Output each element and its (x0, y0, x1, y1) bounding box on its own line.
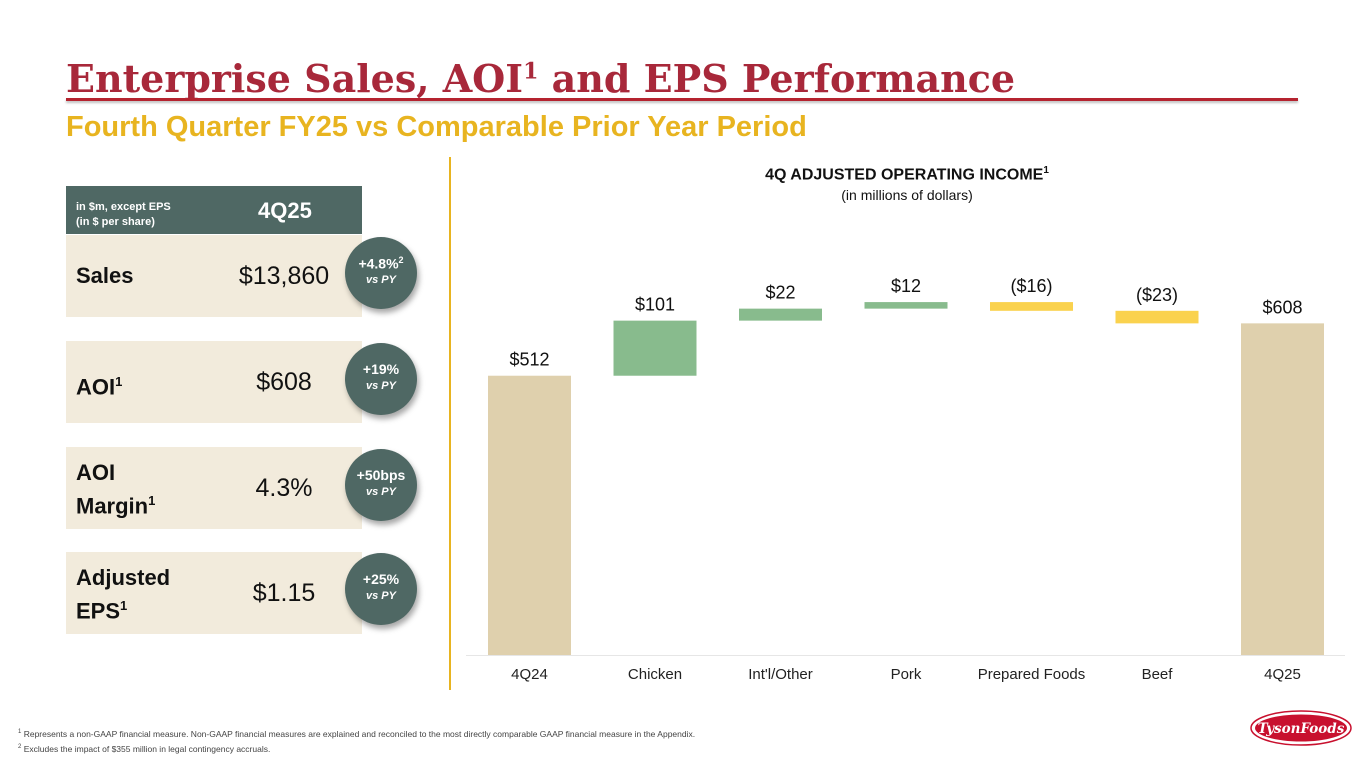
badge-change: +50bps (356, 467, 406, 483)
bar-data-label: $512 (509, 350, 549, 370)
footnote-mark: 1 (18, 729, 22, 735)
table-unit-line2: (in $ per share) (76, 216, 155, 228)
row-value: $13,860 (238, 262, 330, 290)
row-label: Sales (76, 262, 134, 290)
vertical-divider (449, 157, 451, 690)
row-label: Adjusted EPS1 (76, 564, 170, 625)
bar-data-label: $22 (765, 283, 795, 303)
row-label-text: AOI (76, 374, 116, 400)
footnote-2: 2 Excludes the impact of $355 million in… (18, 741, 695, 756)
table-column-header: 4Q25 (258, 198, 312, 223)
footnote-text: Represents a non-GAAP financial measure.… (21, 728, 696, 739)
change-badge-sales: +4.8%2 vs PY (345, 237, 417, 309)
waterfall-bar (1115, 310, 1199, 324)
waterfall-bar (990, 302, 1073, 311)
row-label-text: Margin (76, 493, 149, 519)
row-label-footnote-mark: 1 (115, 374, 123, 389)
row-label-line2: Margin1 (76, 487, 155, 520)
title-underline (66, 98, 1298, 101)
row-label: AOI Margin1 (76, 459, 155, 520)
badge-comparison: vs PY (366, 380, 396, 392)
badge-change: +25% (362, 571, 400, 587)
x-tick-label: 4Q24 (511, 666, 548, 683)
table-row-aoi-margin: AOI Margin1 4.3% (66, 447, 362, 529)
row-label-line1: Adjusted (76, 565, 171, 590)
row-label-footnote-mark: 1 (120, 598, 128, 613)
table-row-aoi: AOI1 $608 (66, 341, 362, 423)
waterfall-bar (1241, 323, 1324, 655)
table-unit-line1: in $m, except EPS (76, 201, 171, 213)
row-label-text: Sales (76, 263, 134, 288)
x-tick-label: Chicken (628, 666, 682, 683)
badge-footnote-mark: 2 (398, 255, 404, 265)
table-row-sales: Sales $13,860 (66, 235, 362, 317)
footnote-1: 1 Represents a non-GAAP financial measur… (18, 726, 695, 741)
change-badge-aoi-margin: +50bps vs PY (345, 449, 417, 521)
badge-comparison: vs PY (366, 486, 396, 498)
change-badge-adjusted-eps: +25% vs PY (345, 553, 417, 625)
badge-comparison: vs PY (366, 274, 396, 286)
footnote-text: Excludes the impact of $355 million in l… (21, 743, 271, 754)
row-value: 4.3% (255, 474, 313, 502)
badge-change-text: +4.8% (358, 255, 399, 272)
logo-wordmark: TysonFoods (1258, 721, 1345, 737)
row-label-line1: AOI (76, 460, 116, 485)
badge-comparison: vs PY (366, 590, 396, 602)
page-title-text: Enterprise Sales, AOI (66, 56, 524, 101)
row-label-footnote-mark: 1 (148, 493, 156, 508)
x-tick-label: Prepared Foods (978, 666, 1086, 683)
x-tick-label: Beef (1142, 666, 1174, 683)
bar-data-label: $12 (891, 276, 921, 296)
chart-subtitle: (in millions of dollars) (841, 187, 973, 203)
tyson-foods-logo: TysonFoods (1250, 710, 1352, 746)
page-title-footnote-mark: 1 (523, 58, 539, 85)
waterfall-bar (613, 320, 697, 376)
page-title-rest: and EPS Performance (538, 56, 1016, 101)
table-header: in $m, except EPS (in $ per share) 4Q25 (66, 186, 362, 234)
waterfall-bar (864, 302, 948, 309)
page-title: Enterprise Sales, AOI1 and EPS Performan… (66, 56, 1015, 101)
chart-title: 4Q ADJUSTED OPERATING INCOME1 (570, 165, 1244, 184)
badge-change: +19% (362, 361, 400, 377)
waterfall-bar (488, 375, 571, 655)
x-tick-label: Int'l/Other (748, 666, 813, 683)
table-row-adjusted-eps: Adjusted EPS1 $1.15 (66, 552, 362, 634)
bar-data-label: $101 (635, 295, 675, 315)
chart-title-footnote-mark: 1 (1043, 165, 1049, 176)
bar-data-label: ($23) (1136, 285, 1178, 305)
badge-change: +4.8%2 (345, 255, 417, 272)
x-tick-label: 4Q25 (1264, 666, 1301, 683)
table-unit-note: in $m, except EPS (in $ per share) (76, 200, 171, 230)
bar-data-label: $608 (1262, 297, 1302, 317)
chart-title-text: 4Q ADJUSTED OPERATING INCOME (765, 166, 1044, 184)
row-value: $608 (256, 368, 312, 396)
waterfall-bar (739, 308, 822, 321)
bar-data-label: ($16) (1010, 276, 1052, 296)
footnotes: 1 Represents a non-GAAP financial measur… (18, 726, 695, 756)
change-badge-aoi: +19% vs PY (345, 343, 417, 415)
row-label-line2: EPS1 (76, 592, 170, 625)
row-label-text: EPS (76, 598, 121, 624)
row-value: $1.15 (252, 579, 316, 607)
page-subtitle: Fourth Quarter FY25 vs Comparable Prior … (66, 111, 807, 143)
x-tick-label: Pork (891, 666, 922, 683)
row-label: AOI1 (76, 368, 122, 401)
footnote-mark: 2 (18, 743, 22, 750)
